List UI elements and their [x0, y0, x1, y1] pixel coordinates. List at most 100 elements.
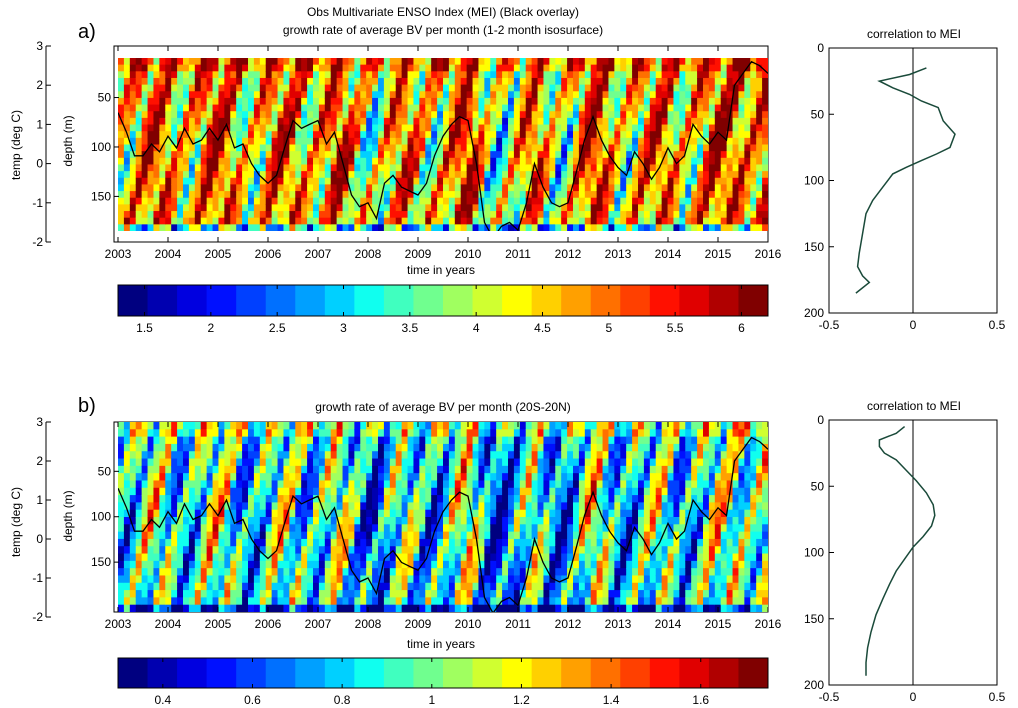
field-cell: [348, 224, 355, 231]
field-cell: [147, 171, 155, 179]
field-cell: [561, 531, 568, 540]
field-cell: [638, 131, 645, 139]
field-cell: [561, 422, 568, 430]
field-cell: [531, 524, 539, 533]
field-cell: [555, 451, 562, 460]
field-cell: [543, 97, 550, 106]
field-cell: [283, 97, 290, 106]
field-cell: [549, 171, 556, 179]
field-cell: [218, 436, 225, 445]
field-cell: [360, 422, 367, 430]
field-cell: [484, 131, 491, 139]
field-cell: [206, 568, 214, 577]
field-cell: [253, 217, 261, 225]
field-cell: [655, 111, 663, 119]
field-cell: [472, 137, 480, 146]
field-cell: [259, 111, 267, 119]
field-cell: [496, 91, 503, 99]
field-cell: [289, 487, 296, 496]
field-cell: [313, 436, 320, 445]
field-cell: [584, 217, 592, 225]
field-cell: [762, 151, 768, 159]
field-cell: [200, 524, 208, 533]
field-cell: [318, 546, 326, 555]
field-cell: [389, 553, 397, 562]
field-cell: [425, 191, 432, 199]
field-cell: [596, 144, 604, 152]
field-cell: [253, 144, 261, 152]
field-cell: [496, 575, 503, 584]
field-cell: [277, 582, 285, 591]
field-cell: [277, 443, 285, 452]
field-cell: [437, 546, 444, 555]
field-cell: [508, 422, 515, 430]
field-cell: [200, 422, 208, 430]
field-cell: [342, 553, 350, 562]
colorbar-step: [708, 285, 739, 316]
field-cell: [253, 64, 261, 72]
field-cell: [573, 117, 580, 126]
field-cell: [301, 517, 308, 525]
field-cell: [354, 144, 361, 152]
field-cell: [147, 204, 155, 212]
field-cell: [248, 217, 255, 225]
field-cell: [289, 465, 296, 474]
field-cell: [330, 517, 338, 525]
field-cell: [448, 517, 456, 525]
field-cell: [313, 177, 320, 186]
field-cell: [708, 131, 716, 139]
field-cell: [153, 97, 160, 106]
field-cell: [159, 473, 166, 482]
field-cell: [248, 458, 255, 467]
field-cell: [118, 560, 125, 569]
field-cell: [183, 77, 190, 86]
field-cell: [697, 124, 704, 132]
field-cell: [177, 211, 184, 219]
field-cell: [372, 191, 379, 199]
field-cell: [218, 217, 225, 225]
field-cell: [230, 480, 237, 489]
field-cell: [649, 204, 657, 212]
field-cell: [567, 77, 574, 86]
field-cell: [490, 531, 497, 540]
field-cell: [502, 546, 509, 555]
field-cell: [437, 124, 444, 132]
field-cell: [407, 84, 415, 92]
field-cell: [147, 197, 155, 205]
field-cell: [372, 224, 379, 231]
field-cell: [129, 509, 137, 518]
field-cell: [383, 71, 391, 79]
field-cell: [531, 568, 539, 577]
field-cell: [218, 502, 225, 511]
field-cell: [212, 553, 220, 562]
field-cell: [188, 546, 196, 555]
field-cell: [230, 590, 237, 598]
field-cell: [555, 517, 562, 525]
field-cell: [224, 604, 231, 612]
field-cell: [750, 204, 757, 212]
field-cell: [318, 137, 326, 146]
field-cell: [508, 171, 515, 179]
field-cell: [289, 590, 296, 598]
field-cell: [194, 104, 202, 112]
field-cell: [129, 217, 137, 225]
field-cell: [248, 131, 255, 139]
field-cell: [135, 224, 143, 231]
field-cell: [218, 84, 225, 92]
field-cell: [525, 422, 533, 430]
field-cell: [360, 487, 367, 496]
field-cell: [188, 473, 196, 482]
field-cell: [596, 184, 604, 192]
field-cell: [466, 224, 474, 231]
field-cell: [413, 443, 420, 452]
corr-line: [855, 67, 956, 294]
field-cell: [313, 582, 320, 591]
field-cell: [519, 480, 527, 489]
field-cell: [206, 111, 214, 119]
field-cell: [537, 458, 545, 467]
field-cell: [188, 495, 196, 503]
field-cell: [490, 429, 497, 438]
field-cell: [413, 495, 420, 503]
field-cell: [744, 64, 751, 72]
field-cell: [537, 582, 545, 591]
